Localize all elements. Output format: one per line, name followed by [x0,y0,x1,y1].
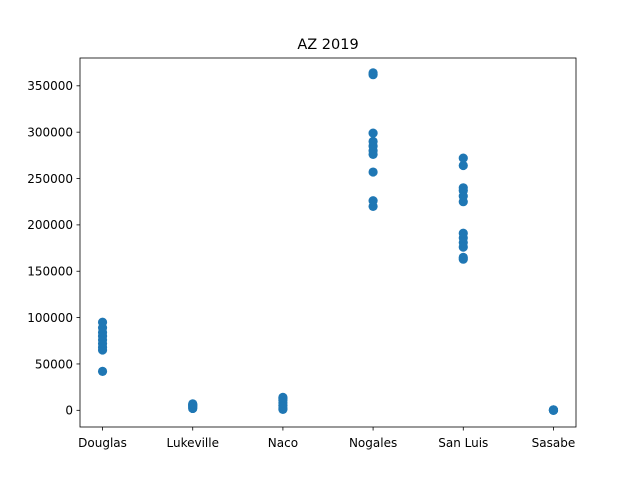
x-tick-label: Nogales [349,436,397,450]
y-tick-label: 250000 [27,172,73,186]
data-point [97,366,108,376]
data-point [368,167,378,177]
data-point [458,160,468,171]
data-point [458,252,468,262]
chart-title: AZ 2019 [297,37,358,53]
points-layer [97,68,559,415]
y-tick-label: 300000 [27,125,73,139]
data-point [368,196,378,206]
y-tick-label: 0 [65,404,73,418]
data-point [458,153,468,163]
data-point [458,228,468,238]
axes-layer: Douglas Lukeville Naco Nogales San Luis Sasab… [27,57,577,450]
x-tick-label: Sasabe [532,436,576,450]
y-tick-label: 150000 [27,265,73,279]
data-point [188,399,198,409]
data-point [368,68,378,78]
x-tick-label: Naco [268,436,298,450]
y-tick-label: 50000 [35,357,73,371]
data-point [97,317,108,327]
data-point [368,128,378,138]
y-tick-label: 200000 [27,218,73,232]
data-point [548,405,559,415]
data-point [458,183,468,193]
plot-frame [79,57,577,428]
data-point [278,392,288,402]
x-tick-label: Douglas [78,436,127,450]
x-tick-label: Lukeville [166,436,218,450]
y-tick-label: 350000 [27,79,73,93]
data-point [368,136,378,147]
y-tick-label: 100000 [27,311,73,325]
x-tick-label: San Luis [438,436,488,450]
